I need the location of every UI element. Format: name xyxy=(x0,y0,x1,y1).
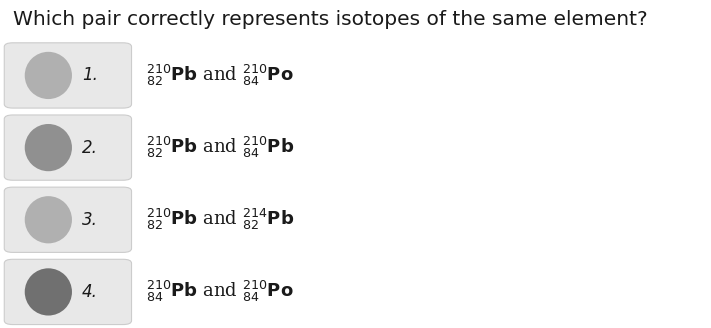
Text: $^{210}_{82}\mathbf{Pb}$ and $^{210}_{84}\mathbf{Pb}$: $^{210}_{82}\mathbf{Pb}$ and $^{210}_{84… xyxy=(146,135,294,160)
FancyBboxPatch shape xyxy=(4,43,132,108)
Text: $^{210}_{82}\mathbf{Pb}$ and $^{214}_{82}\mathbf{Pb}$: $^{210}_{82}\mathbf{Pb}$ and $^{214}_{82… xyxy=(146,207,294,232)
Text: 3.: 3. xyxy=(82,211,97,229)
FancyBboxPatch shape xyxy=(4,115,132,180)
Ellipse shape xyxy=(25,268,72,316)
Text: 2.: 2. xyxy=(82,139,97,156)
Text: 4.: 4. xyxy=(82,283,97,301)
Text: $^{210}_{82}\mathbf{Pb}$ and $^{210}_{84}\mathbf{Po}$: $^{210}_{82}\mathbf{Pb}$ and $^{210}_{84… xyxy=(146,63,294,88)
Ellipse shape xyxy=(25,196,72,243)
Ellipse shape xyxy=(25,52,72,99)
Text: 1.: 1. xyxy=(82,67,97,84)
FancyBboxPatch shape xyxy=(4,259,132,325)
Text: Which pair correctly represents isotopes of the same element?: Which pair correctly represents isotopes… xyxy=(13,10,648,29)
Text: $^{210}_{84}\mathbf{Pb}$ and $^{210}_{84}\mathbf{Po}$: $^{210}_{84}\mathbf{Pb}$ and $^{210}_{84… xyxy=(146,279,294,304)
FancyBboxPatch shape xyxy=(4,187,132,253)
Ellipse shape xyxy=(25,124,72,171)
